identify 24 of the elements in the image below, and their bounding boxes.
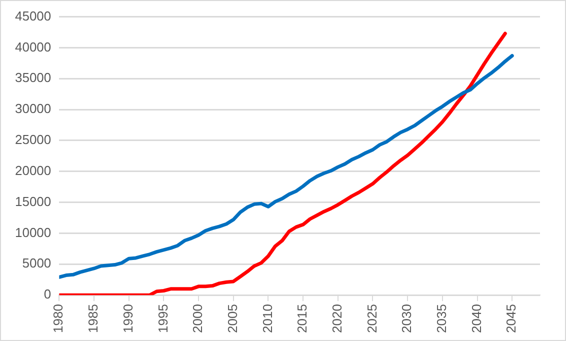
y-tick-label: 25000 <box>14 132 52 148</box>
x-tick-label: 2025 <box>364 304 380 333</box>
x-tick-label: 2010 <box>260 304 275 333</box>
y-tick-label: 0 <box>44 286 52 302</box>
x-tick-label: 2040 <box>468 304 484 333</box>
x-tick-label: 2020 <box>329 304 344 333</box>
x-tick-label: 1990 <box>120 304 136 333</box>
x-tick-label: 2005 <box>224 304 240 333</box>
x-tick-label: 2030 <box>399 304 414 333</box>
y-tick-label: 35000 <box>14 70 52 86</box>
x-tick-label: 2045 <box>504 304 519 333</box>
y-tick-label: 10000 <box>14 224 52 240</box>
x-tick-label: 1995 <box>155 304 170 333</box>
y-tick-label: 30000 <box>14 101 52 116</box>
x-tick-label: 1985 <box>86 304 101 333</box>
x-tick-label: 1980 <box>50 304 66 333</box>
y-tick-label: 20000 <box>14 162 52 178</box>
x-tick-label: 2000 <box>190 304 206 333</box>
y-tick-label: 15000 <box>14 194 52 209</box>
y-tick-label: 5000 <box>22 256 52 271</box>
y-tick-label: 45000 <box>14 8 52 24</box>
y-tick-label: 40000 <box>14 39 52 54</box>
x-tick-label: 2015 <box>294 304 310 333</box>
x-tick-label: 2035 <box>434 304 450 333</box>
